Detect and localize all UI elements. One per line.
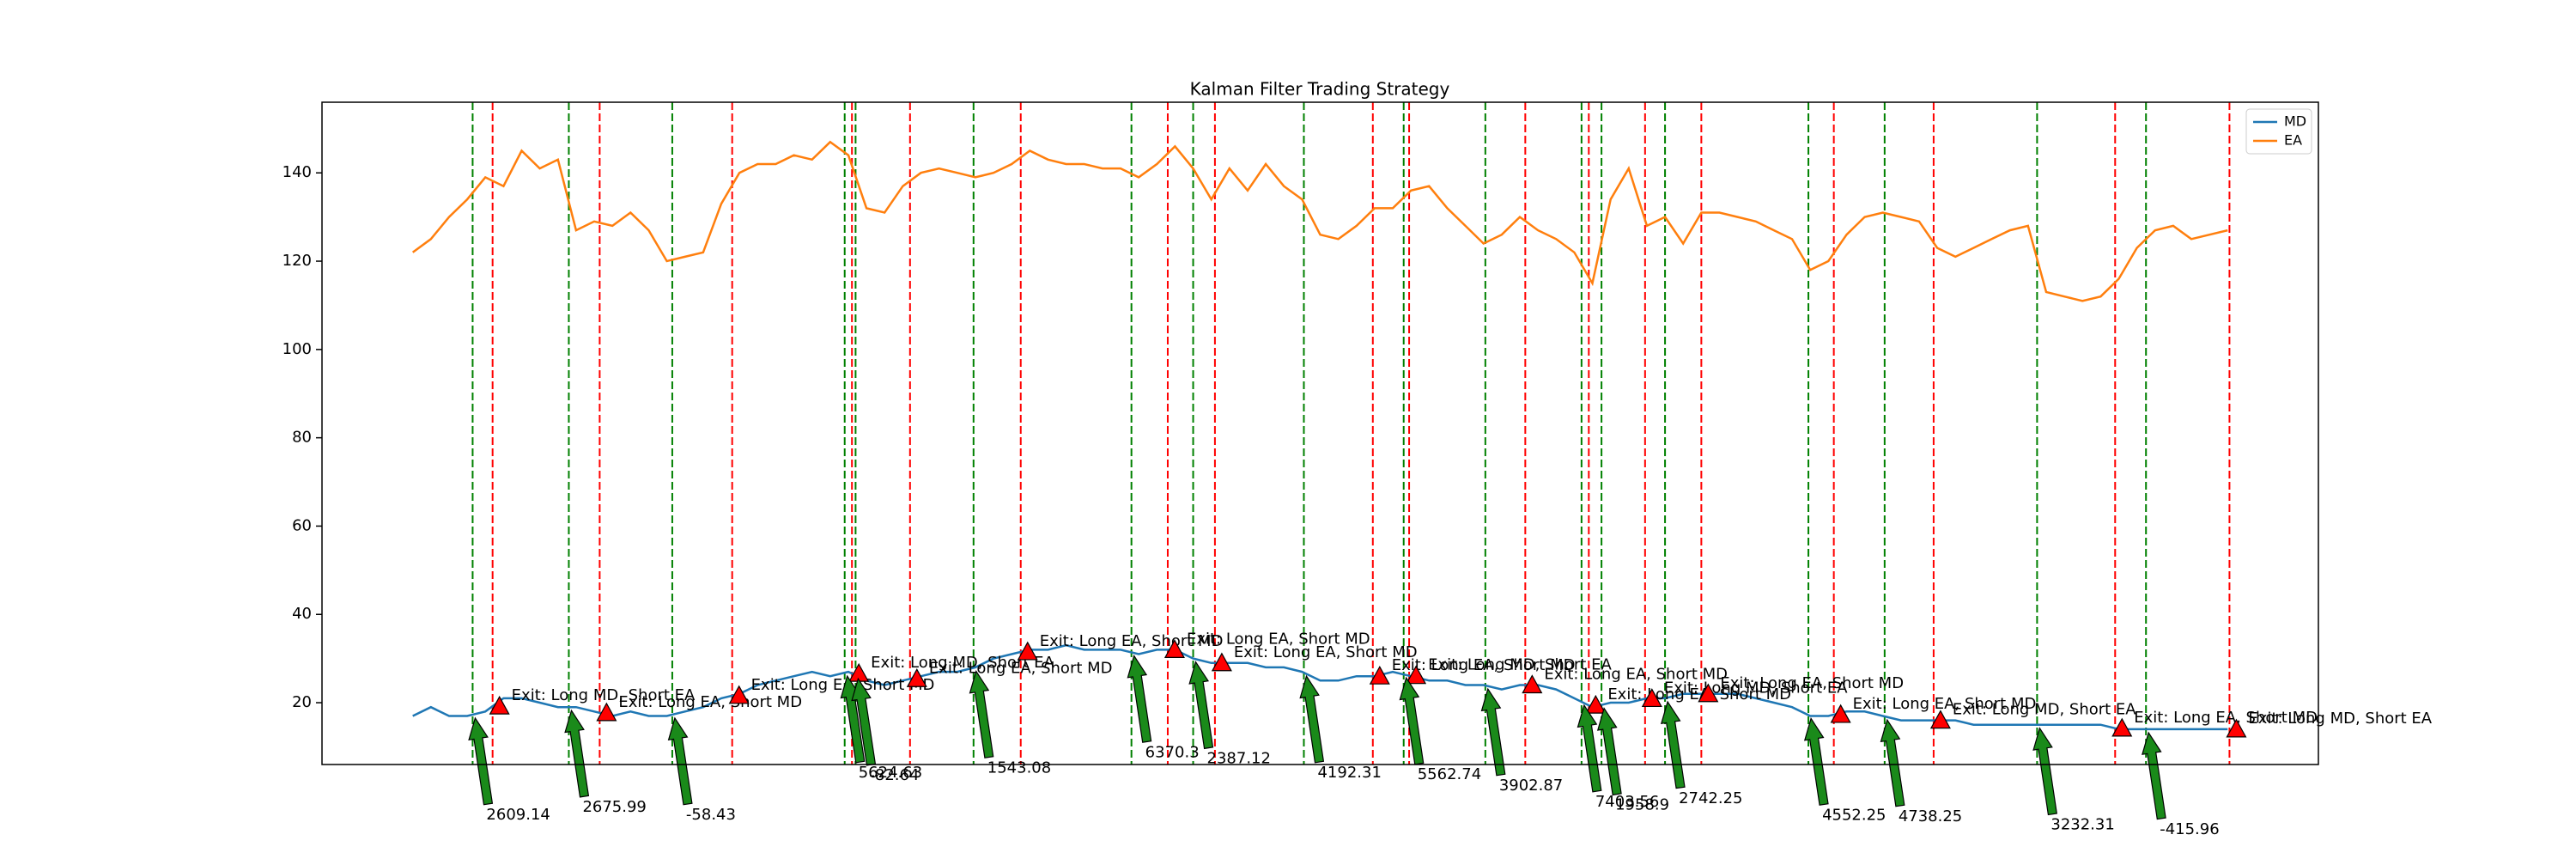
exit-marker [728,685,750,704]
legend-box [2245,108,2312,155]
exit-marker [1522,674,1543,694]
exit-label: Exit: Long EA, Short MD [1392,656,1576,674]
exit-label: Exit: Long EA, Short MD [1187,630,1370,648]
entry-arrow [2032,727,2057,816]
exit-marker [596,702,617,722]
series-line [412,643,2228,731]
legend-label: EA [2284,132,2302,149]
exit-label: Exit: Long EA, Short MD [1853,695,2037,713]
entry-arrow [564,709,590,798]
exit-marker [906,668,927,687]
pnl-label: 3902.87 [1499,777,1563,795]
plot-frame [321,101,2319,765]
pnl-label: 3232.31 [2050,816,2114,834]
exit-label: Exit: Long EA, Short MD [929,659,1113,677]
y-tick-label: 40 [292,605,312,623]
exit-marker [1406,665,1427,685]
exit-marker [1369,665,1390,685]
pnl-label: 2675.99 [582,798,646,816]
pnl-label: 4552.25 [1822,806,1886,824]
exit-label: Exit: Long EA, Short MD [751,676,935,694]
entry-arrow [1399,676,1425,765]
entry-arrow [468,716,494,806]
exit-marker [1585,694,1607,714]
exit-marker [2226,718,2247,738]
y-tick-label: 80 [292,429,312,447]
entry-arrow [1299,674,1325,764]
entry-arrow [1803,716,1829,806]
exit-marker [1163,639,1185,658]
exit-label: Exit: Long EA, Short MD [1720,674,1904,692]
entry-arrow [851,677,877,766]
entry-arrow [2142,731,2166,820]
exit-label: Exit: Long EA, Short MD [1544,665,1728,683]
pnl-label: 2609.14 [486,806,550,824]
pnl-label: 2742.25 [1679,789,1742,807]
exit-label: Exit: Long MD, Short EA [1953,701,2136,719]
entry-arrow [969,669,994,758]
pnl-label: 5562.74 [1418,765,1481,783]
entry-arrow [1127,654,1152,743]
exit-label: Exit: Long MD, Short EA [871,654,1054,672]
pnl-label: 2387.12 [1207,750,1271,768]
y-tick-label: 100 [283,340,312,358]
exit-label: Exit: Long EA, Short MD [618,693,802,711]
exit-marker [1698,683,1719,703]
entry-arrow [1577,704,1602,793]
exit-marker [1017,641,1038,661]
exit-label: Exit: Long EA, Short MD [2134,709,2318,727]
exit-label: Exit: Long EA, Short MD [1234,643,1418,661]
pnl-label: 4192.31 [1317,764,1381,782]
y-tick-label: 60 [292,516,312,534]
chart-title: Kalman Filter Trading Strategy [1190,79,1450,100]
pnl-label: 5624.63 [859,764,922,782]
pnl-label: 7403.56 [1595,793,1659,811]
y-tick-label: 140 [283,163,312,181]
exit-label: Exit: Long MD, Short EA [2248,710,2432,728]
entry-arrow [667,716,693,806]
entry-arrow [1188,661,1214,750]
exit-marker [2111,717,2133,737]
pnl-label: 4738.25 [1899,807,1962,825]
y-tick-label: 20 [292,693,312,711]
exit-marker [1641,688,1662,708]
legend-label: MD [2284,113,2306,130]
series-line [411,140,2228,302]
exit-marker [489,695,510,715]
pnl-label: 1543.08 [987,758,1051,777]
exit-label: Exit: Long MD, Short EA [1428,656,1612,674]
exit-label: Exit: Long MD, Short EA [512,686,696,704]
exit-marker [1830,704,1851,723]
pnl-label: 6370.3 [1145,743,1200,761]
pnl-label: 1958.9 [1615,796,1669,814]
entry-arrow [1880,718,1905,807]
pnl-label: -415.96 [2160,820,2219,838]
exit-marker [1211,652,1232,672]
y-tick-label: 120 [283,252,312,270]
pnl-label: -58.43 [686,806,736,824]
exit-marker [1929,710,1951,729]
pnl-label: -82.64 [869,766,919,784]
entry-arrow [1596,707,1622,796]
entry-arrow [1660,700,1686,789]
